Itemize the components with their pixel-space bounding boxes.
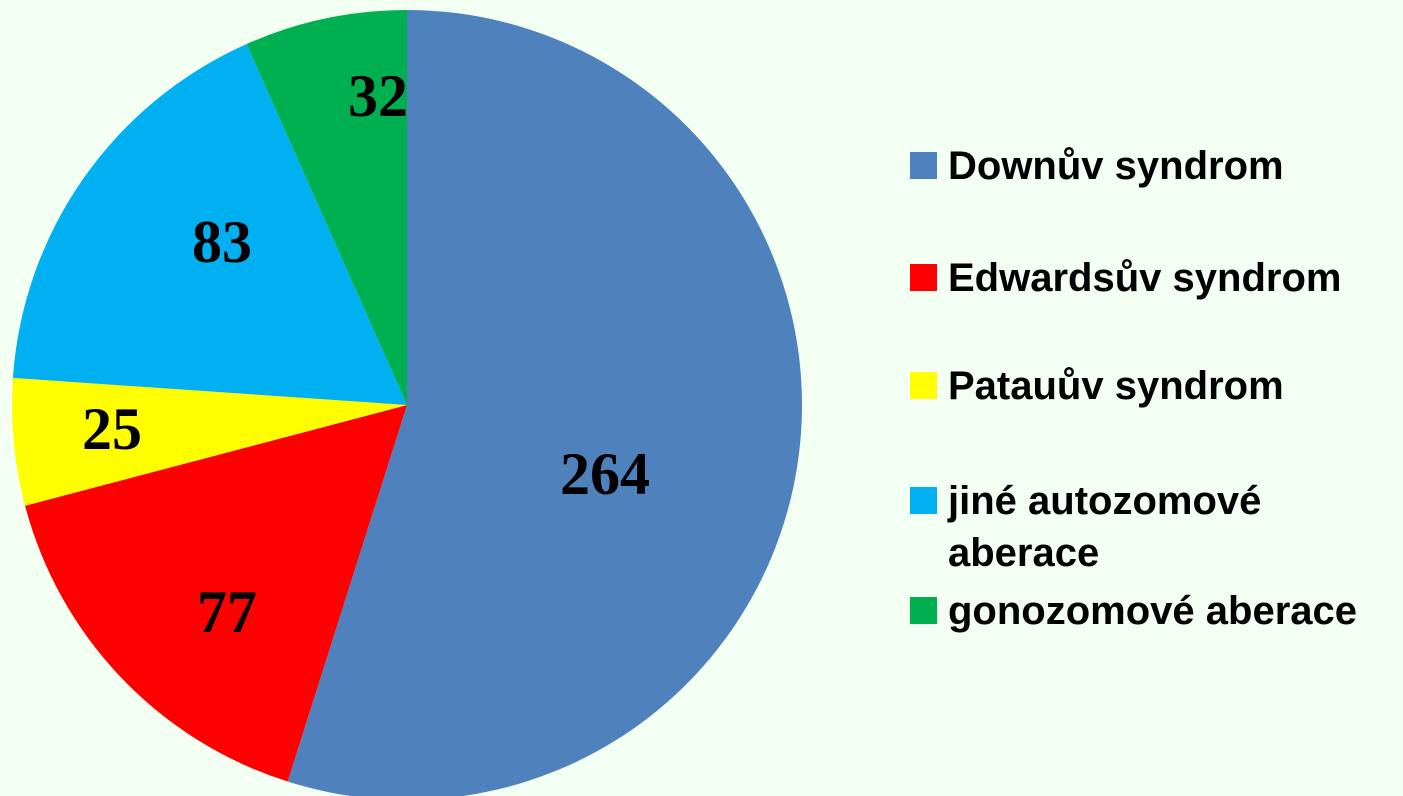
pie-slice — [11, 377, 407, 506]
pie-slice — [287, 10, 802, 796]
legend-label: gonozomové aberace — [948, 589, 1358, 633]
legend-swatch — [910, 372, 937, 399]
legend-label: Patauův syndrom — [948, 364, 1284, 408]
pie-slice — [12, 44, 408, 406]
data-label: 264 — [560, 441, 650, 507]
data-label: 25 — [82, 396, 142, 462]
legend-swatch — [910, 152, 937, 179]
legend-label: jiné autozomové aberace — [948, 479, 1262, 575]
legend-swatch — [910, 487, 937, 514]
pie-slice — [246, 10, 407, 405]
legend-item: Edwardsův syndrom — [910, 252, 1380, 304]
legend-label: Edwardsův syndrom — [948, 256, 1342, 300]
legend-swatch — [910, 264, 937, 291]
chart: 264 77 25 83 32 — [11, 10, 802, 796]
pie-slice — [25, 405, 407, 782]
legend-swatch — [910, 597, 937, 624]
legend-item: Downův syndrom — [910, 140, 1380, 192]
data-label: 83 — [192, 209, 252, 275]
legend-item: Patauův syndrom — [910, 360, 1380, 412]
legend-item: jiné autozomové aberace — [910, 475, 1380, 579]
data-label: 77 — [197, 579, 257, 645]
legend-label: Downův syndrom — [948, 144, 1284, 188]
legend-item: gonozomové aberace — [910, 585, 1380, 637]
data-label: 32 — [348, 63, 408, 129]
